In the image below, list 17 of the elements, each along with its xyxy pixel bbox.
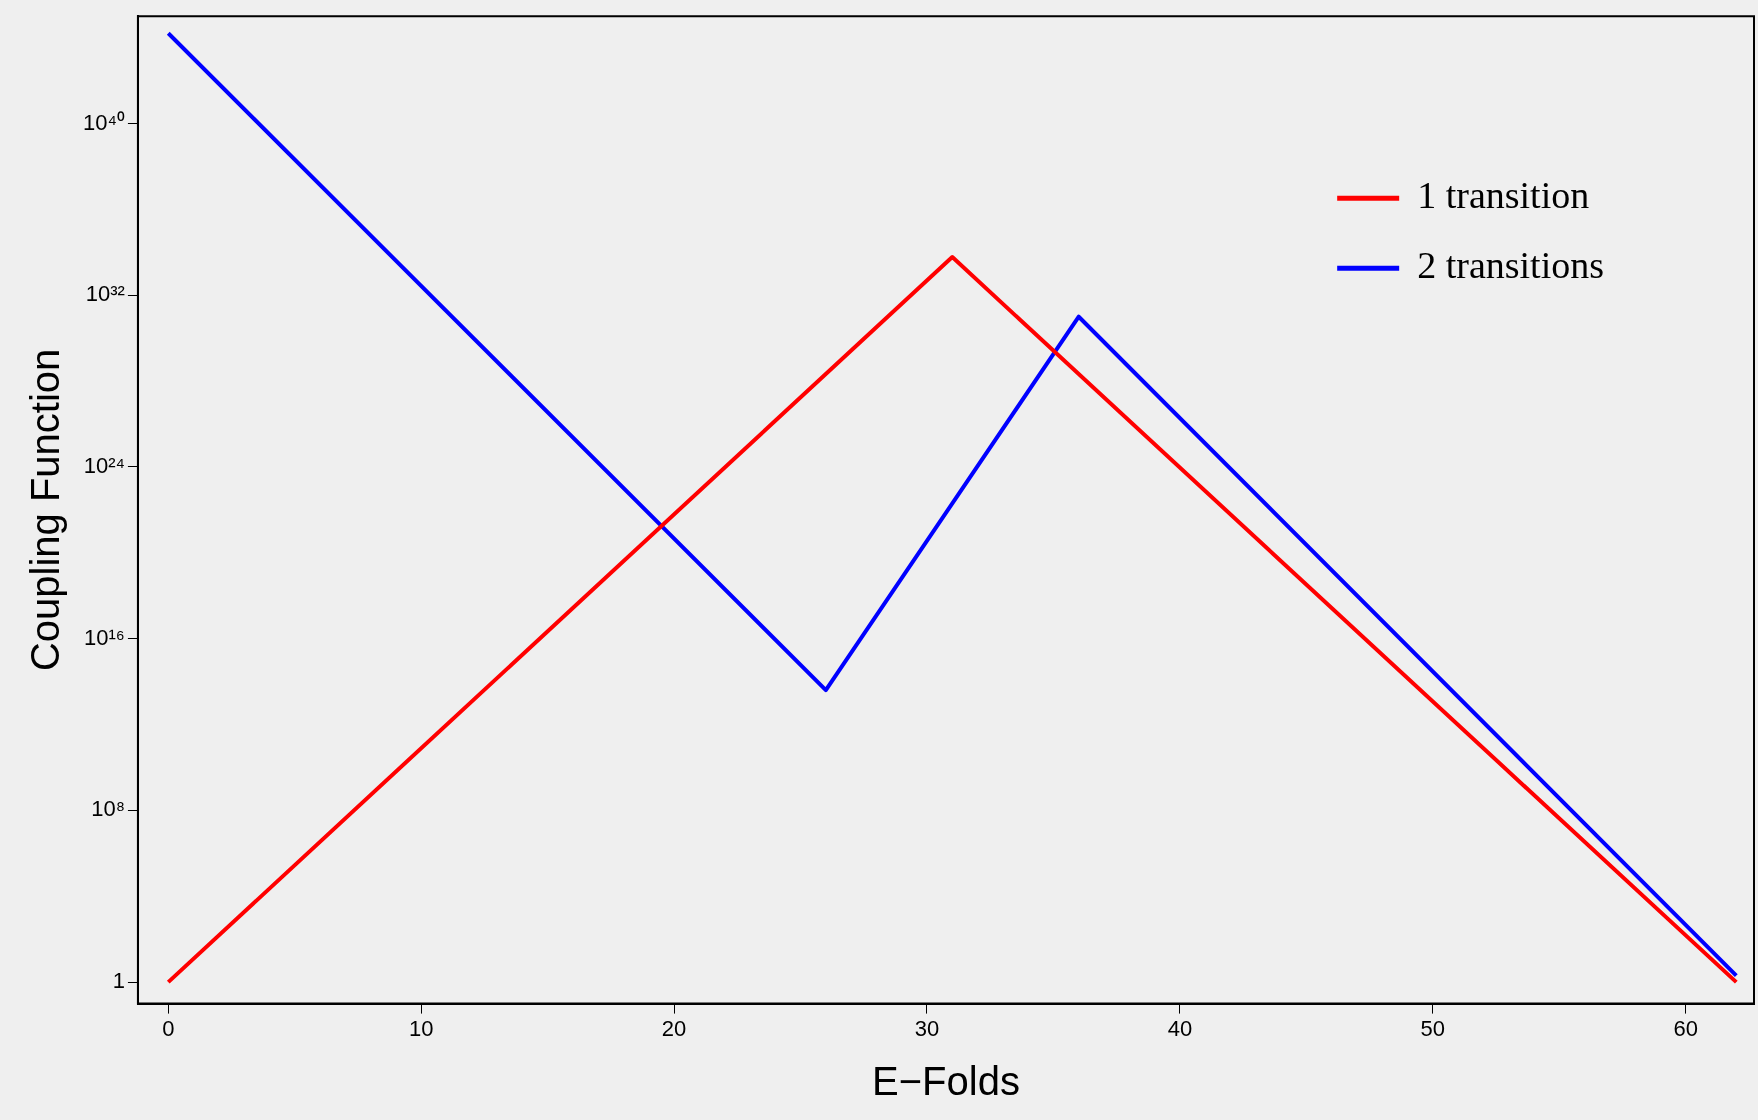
y-tick-label: 10⁴⁰	[82, 109, 125, 135]
y-tick-label: 10²⁴	[83, 453, 125, 479]
legend-label: 2 transitions	[1417, 244, 1604, 287]
legend-label: 1 transition	[1417, 174, 1590, 217]
x-tick-label: 40	[1167, 1015, 1193, 1041]
y-tick-label: 1	[112, 968, 125, 994]
x-tick-label: 10	[408, 1015, 434, 1041]
x-tick-label: 50	[1420, 1015, 1446, 1041]
x-tick-label: 20	[661, 1015, 687, 1041]
y-tick-label: 10³²	[85, 281, 125, 307]
x-tick-label: 30	[914, 1015, 940, 1041]
y-tick-label: 10⁸	[91, 796, 125, 822]
x-tick-label: 60	[1673, 1015, 1698, 1041]
y-tick-label: 10¹⁶	[84, 624, 125, 650]
y-axis-title: Coupling Function	[23, 348, 68, 672]
x-axis-title: E−Folds	[872, 1059, 1020, 1104]
x-tick-label: 0	[162, 1015, 175, 1041]
